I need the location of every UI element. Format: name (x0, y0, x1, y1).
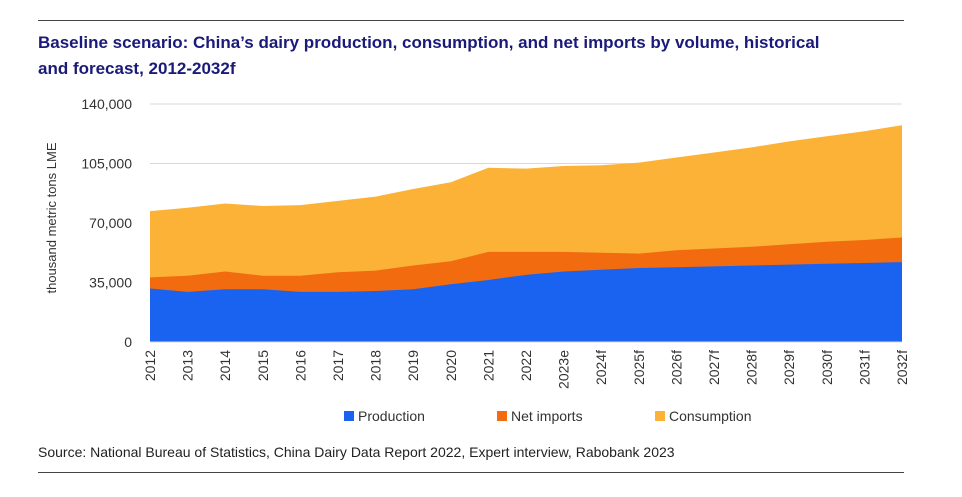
legend-label-consumption: Consumption (669, 408, 752, 424)
y-tick-label: 105,000 (81, 156, 132, 172)
x-tick-label: 2013 (180, 350, 196, 381)
x-tick-label: 2030f (819, 350, 835, 385)
y-tick-label: 0 (124, 334, 132, 350)
x-tick-label: 2026f (668, 350, 684, 385)
chart-svg: 0 35,000 70,000 105,000 140,000 2012 2013 2014… (44, 96, 910, 389)
source-note: Source: National Bureau of Statistics, C… (38, 444, 675, 460)
x-tick-label: 2025f (631, 350, 647, 385)
top-rule (38, 20, 904, 21)
legend: Production Net imports Consumption (0, 408, 962, 428)
x-tick-label: 2031f (856, 350, 872, 385)
legend-item-consumption: Consumption (655, 408, 752, 424)
x-tick-label: 2023e (556, 350, 572, 389)
title-line-2: and forecast, 2012-2032f (38, 59, 236, 78)
x-axis-ticks: 2012 2013 2014 2015 2016 2017 2018 2019 2020 2021… (142, 350, 910, 389)
y-axis-label: thousand metric tons LME (44, 142, 59, 293)
bottom-rule (38, 472, 904, 473)
x-tick-label: 2020 (443, 350, 459, 381)
x-tick-label: 2032f (894, 350, 910, 385)
legend-swatch-consumption (655, 411, 665, 421)
x-tick-label: 2029f (781, 350, 797, 385)
x-tick-label: 2012 (142, 350, 158, 381)
y-axis-ticks: 0 35,000 70,000 105,000 140,000 (81, 96, 132, 350)
area-production (150, 262, 902, 342)
y-tick-label: 140,000 (81, 96, 132, 112)
x-tick-label: 2022 (518, 350, 534, 381)
x-tick-label: 2019 (405, 350, 421, 381)
title-line-1: Baseline scenario: China’s dairy product… (38, 33, 820, 52)
legend-label-net-imports: Net imports (511, 408, 583, 424)
y-tick-label: 70,000 (89, 215, 132, 231)
area-series (150, 125, 902, 343)
legend-swatch-production (344, 411, 354, 421)
x-tick-label: 2018 (368, 350, 384, 381)
y-tick-label: 35,000 (89, 275, 132, 291)
chart-title: Baseline scenario: China’s dairy product… (38, 30, 888, 82)
x-tick-label: 2028f (744, 350, 760, 385)
legend-swatch-net-imports (497, 411, 507, 421)
x-tick-label: 2017 (330, 350, 346, 381)
x-tick-label: 2015 (255, 350, 271, 381)
x-tick-label: 2027f (706, 350, 722, 385)
legend-item-net-imports: Net imports (497, 408, 583, 424)
x-tick-label: 2016 (292, 350, 308, 381)
x-tick-label: 2024f (593, 350, 609, 385)
legend-item-production: Production (344, 408, 425, 424)
x-tick-label: 2014 (217, 350, 233, 381)
x-tick-label: 2021 (480, 350, 496, 381)
legend-label-production: Production (358, 408, 425, 424)
